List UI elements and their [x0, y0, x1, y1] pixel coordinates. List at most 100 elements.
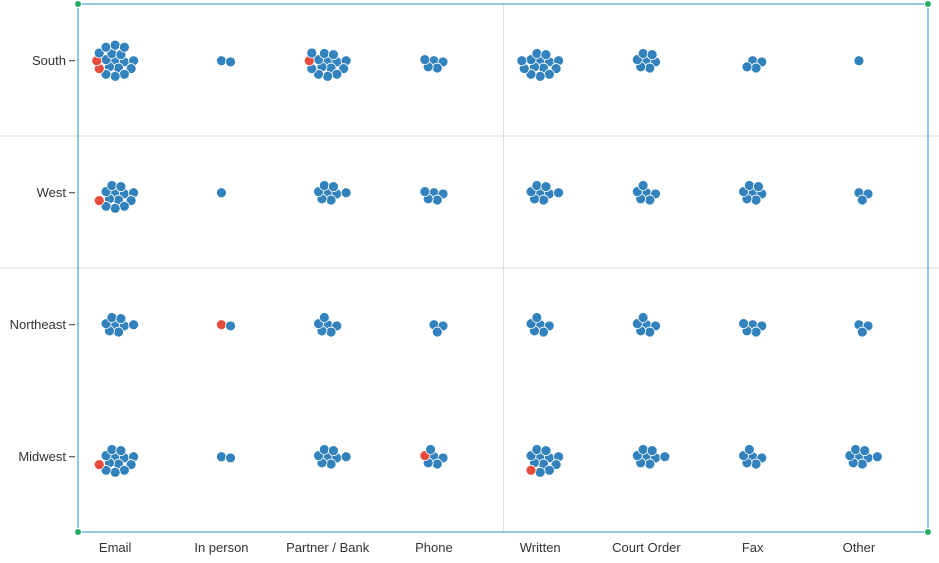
x-axis-label: In person: [194, 540, 248, 555]
dot-primary: [420, 187, 430, 197]
dot-primary: [744, 444, 754, 454]
dot-primary: [110, 40, 120, 50]
dot-primary: [319, 48, 329, 58]
selection-handle-nw[interactable]: [75, 1, 82, 8]
dot-primary: [328, 50, 338, 60]
dot-primary: [857, 327, 867, 337]
dot-primary: [107, 444, 117, 454]
dot-primary: [532, 312, 542, 322]
dot-primary: [326, 327, 336, 337]
dot-primary: [432, 459, 442, 469]
x-axis-label: Partner / Bank: [286, 540, 370, 555]
dot-primary: [116, 446, 126, 456]
dot-primary: [326, 459, 336, 469]
y-axis-label: Midwest: [18, 449, 66, 464]
dot-primary: [116, 314, 126, 324]
dot-primary: [532, 180, 542, 190]
dot-primary: [119, 465, 129, 475]
selection-handle-se[interactable]: [925, 529, 932, 536]
dot-primary: [742, 62, 752, 72]
dot-primary: [645, 459, 655, 469]
dot-primary: [432, 63, 442, 73]
dot-primary: [119, 201, 129, 211]
dot-primary: [119, 42, 129, 52]
dot-primary: [319, 312, 329, 322]
dot-primary: [535, 71, 545, 81]
dot-primary: [535, 467, 545, 477]
dot-primary: [307, 48, 317, 58]
dot-primary: [532, 48, 542, 58]
dot-primary: [110, 467, 120, 477]
chart-container: { "chart": { "type": "categorical-dot-sw…: [0, 0, 939, 563]
selection-handle-ne[interactable]: [925, 1, 932, 8]
dot-primary: [129, 320, 139, 330]
dot-primary: [517, 56, 527, 66]
dot-primary: [541, 182, 551, 192]
dot-primary: [119, 69, 129, 79]
chart-svg: South West Northeast Midwest Email In person P…: [0, 0, 939, 563]
dot-primary: [341, 188, 351, 198]
dot-primary: [432, 327, 442, 337]
dot-primary: [751, 327, 761, 337]
dot-primary: [753, 182, 763, 192]
x-axis-label: Fax: [742, 540, 764, 555]
dot-primary: [326, 195, 336, 205]
dot-primary: [107, 312, 117, 322]
dot-primary: [744, 180, 754, 190]
dot-primary: [323, 71, 333, 81]
x-axis-label: Written: [520, 540, 561, 555]
y-axis-label: Northeast: [10, 317, 67, 332]
dot-primary: [660, 452, 670, 462]
x-axis-label: Phone: [415, 540, 453, 555]
dot-primary: [857, 195, 867, 205]
dot-primary: [541, 446, 551, 456]
dot-primary: [532, 444, 542, 454]
dot-primary: [101, 42, 111, 52]
dot-primary: [341, 452, 351, 462]
dot-primary: [539, 327, 549, 337]
dot-cluster: [854, 56, 864, 66]
dot-primary: [647, 50, 657, 60]
y-axis-label: West: [37, 185, 67, 200]
dot-highlight: [526, 465, 536, 475]
dot-primary: [544, 465, 554, 475]
dot-primary: [645, 63, 655, 73]
dot-primary: [645, 327, 655, 337]
dot-primary: [857, 459, 867, 469]
dot-highlight: [94, 460, 104, 470]
dot-primary: [319, 444, 329, 454]
dot-primary: [110, 71, 120, 81]
dot-primary: [110, 203, 120, 213]
dot-primary: [332, 69, 342, 79]
dot-primary: [328, 182, 338, 192]
dot-primary: [751, 195, 761, 205]
dot-primary: [107, 180, 117, 190]
x-axis-label: Other: [843, 540, 876, 555]
dot-primary: [328, 446, 338, 456]
dot-cluster: [216, 188, 226, 198]
dot-primary: [860, 446, 870, 456]
dot-primary: [638, 444, 648, 454]
dot-primary: [638, 180, 648, 190]
x-axis-label: Email: [99, 540, 132, 555]
dot-primary: [216, 452, 226, 462]
dot-primary: [116, 182, 126, 192]
x-axis-label: Court Order: [612, 540, 681, 555]
selection-handle-sw[interactable]: [75, 529, 82, 536]
dot-primary: [751, 459, 761, 469]
dot-primary: [426, 444, 436, 454]
dot-primary: [226, 453, 236, 463]
y-axis-label: South: [32, 53, 66, 68]
dot-primary: [432, 195, 442, 205]
dot-primary: [216, 56, 226, 66]
dot-primary: [226, 321, 236, 331]
dot-primary: [554, 188, 564, 198]
dot-primary: [226, 57, 236, 67]
dot-primary: [751, 63, 761, 73]
dot-primary: [638, 48, 648, 58]
dot-primary: [645, 195, 655, 205]
dot-primary: [647, 446, 657, 456]
dot-highlight: [216, 320, 226, 330]
dot-primary: [851, 444, 861, 454]
dot-primary: [420, 55, 430, 65]
